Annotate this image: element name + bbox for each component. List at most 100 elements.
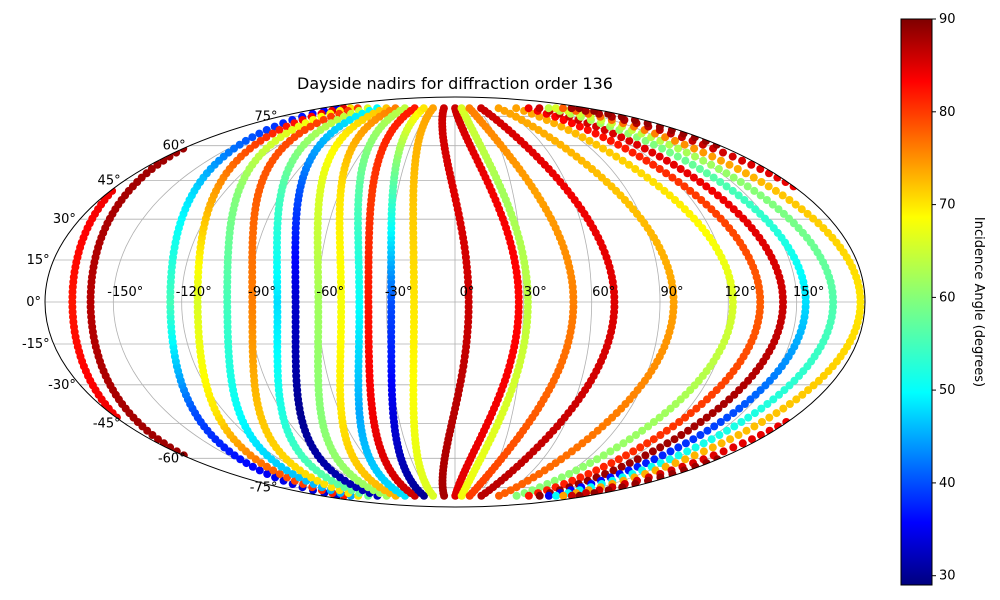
data-point [684,426,692,435]
data-point [313,476,322,485]
data-point [689,173,698,182]
data-point [535,491,544,500]
data-point [775,390,783,399]
data-point [708,409,717,418]
colorbar-tick-label: 80 [939,105,956,120]
data-point [649,418,658,426]
data-point [477,104,486,113]
data-point [751,205,760,214]
data-point [756,191,765,200]
data-point [654,182,663,191]
data-point [632,431,640,439]
data-point [544,104,553,113]
data-point [552,491,561,500]
data-point [550,476,559,485]
data-point [255,466,264,475]
data-point [730,422,739,431]
data-point [658,451,667,460]
data-point [263,470,272,478]
data-point [699,439,708,448]
data-point [617,133,626,142]
data-point [591,129,600,138]
data-point [797,205,806,214]
data-point [649,160,658,169]
data-point [590,489,599,498]
data-point [729,173,738,182]
data-point [666,447,675,456]
lat-tick-label: -30° [48,378,76,393]
data-point [683,447,692,456]
colorbar-label: Incidence Angle (degrees) [971,217,986,387]
lon-tick-label: -60° [316,285,344,300]
data-point [738,156,747,165]
data-point [658,144,667,153]
data-point [641,451,650,460]
data-point [740,400,749,408]
data-point [696,418,705,426]
data-point [241,136,250,145]
data-point [681,455,690,464]
data-point [778,191,787,200]
data-point [559,104,567,113]
colorbar-tick-label: 70 [939,198,956,213]
data-point [661,409,670,418]
data-point [656,443,665,452]
colorbar-gradient [900,18,933,586]
data-point [575,491,584,500]
data-point [743,182,752,191]
data-point [686,409,695,418]
data-point [655,152,664,161]
data-point [699,156,708,165]
data-point [625,160,633,169]
data-point [714,165,723,173]
data-point [457,104,466,113]
data-point [772,409,781,418]
data-point [643,439,652,448]
data-point [719,400,728,408]
data-point [723,426,731,435]
data-point [798,390,807,399]
data-point [614,455,623,464]
data-point [733,165,742,173]
data-point [617,462,626,471]
data-point [655,165,664,173]
data-point [306,122,315,131]
data-point [702,413,711,422]
data-point [710,422,719,431]
data-point [662,426,671,435]
data-point [235,140,244,149]
data-point [592,140,601,149]
data-point [268,129,277,138]
data-point [726,435,735,444]
data-point [756,165,765,173]
data-point [803,209,812,218]
data-point [312,119,321,128]
data-point [702,169,711,178]
data-point [769,395,778,404]
lon-tick-label: 30° [524,285,547,300]
data-point [804,386,813,395]
data-point [275,126,284,134]
data-point [568,476,577,485]
data-point [791,200,800,209]
data-point [666,404,675,413]
data-point [751,390,760,399]
data-point [575,104,584,113]
data-point [697,400,706,408]
data-point [749,173,758,182]
data-point [683,169,692,178]
data-point [339,112,348,121]
data-point [680,140,689,149]
data-point [248,133,257,142]
data-point [785,214,793,223]
colorbar-tick-label: 60 [939,290,956,305]
data-point [648,447,657,456]
data-point [512,491,521,500]
data-point [729,443,738,452]
data-point [785,196,794,204]
data-point [660,186,669,195]
data-point [703,426,712,435]
data-point [670,435,679,444]
data-point [662,169,671,178]
data-point [327,112,336,121]
